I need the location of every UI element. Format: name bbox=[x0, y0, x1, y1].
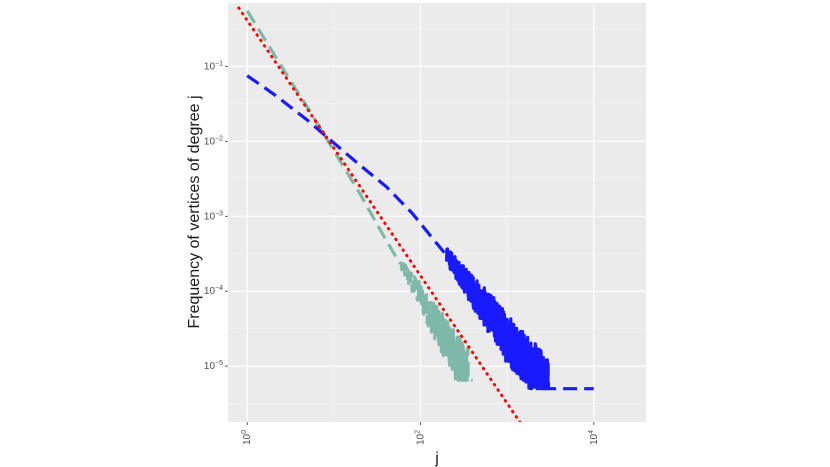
x-tick-label: 100 bbox=[241, 430, 253, 445]
series-line-1 bbox=[246, 74, 596, 391]
y-tick-label: 10−5 bbox=[204, 360, 223, 372]
y-tick-label: 10−4 bbox=[204, 285, 223, 297]
y-tick-label: 10−2 bbox=[204, 135, 223, 147]
grid-minor bbox=[228, 3, 646, 422]
y-tick-label: 10−1 bbox=[204, 60, 223, 72]
x-axis-ticks: 100 102 104 bbox=[241, 422, 600, 445]
series-line-2 bbox=[237, 6, 522, 422]
plot-panel bbox=[228, 3, 646, 422]
x-tick-label: 104 bbox=[588, 430, 600, 445]
series-line-0 bbox=[245, 10, 474, 382]
y-axis-ticks: 10−1 10−2 10−3 10−4 10−5 bbox=[204, 60, 228, 372]
x-tick-label: 102 bbox=[415, 430, 427, 445]
x-axis-title: j bbox=[434, 450, 439, 467]
y-axis-title: Frequency of vertices of degree j bbox=[186, 95, 203, 328]
series-layer bbox=[237, 6, 596, 422]
grid-major bbox=[228, 3, 646, 422]
y-tick-label: 10−3 bbox=[204, 210, 223, 222]
